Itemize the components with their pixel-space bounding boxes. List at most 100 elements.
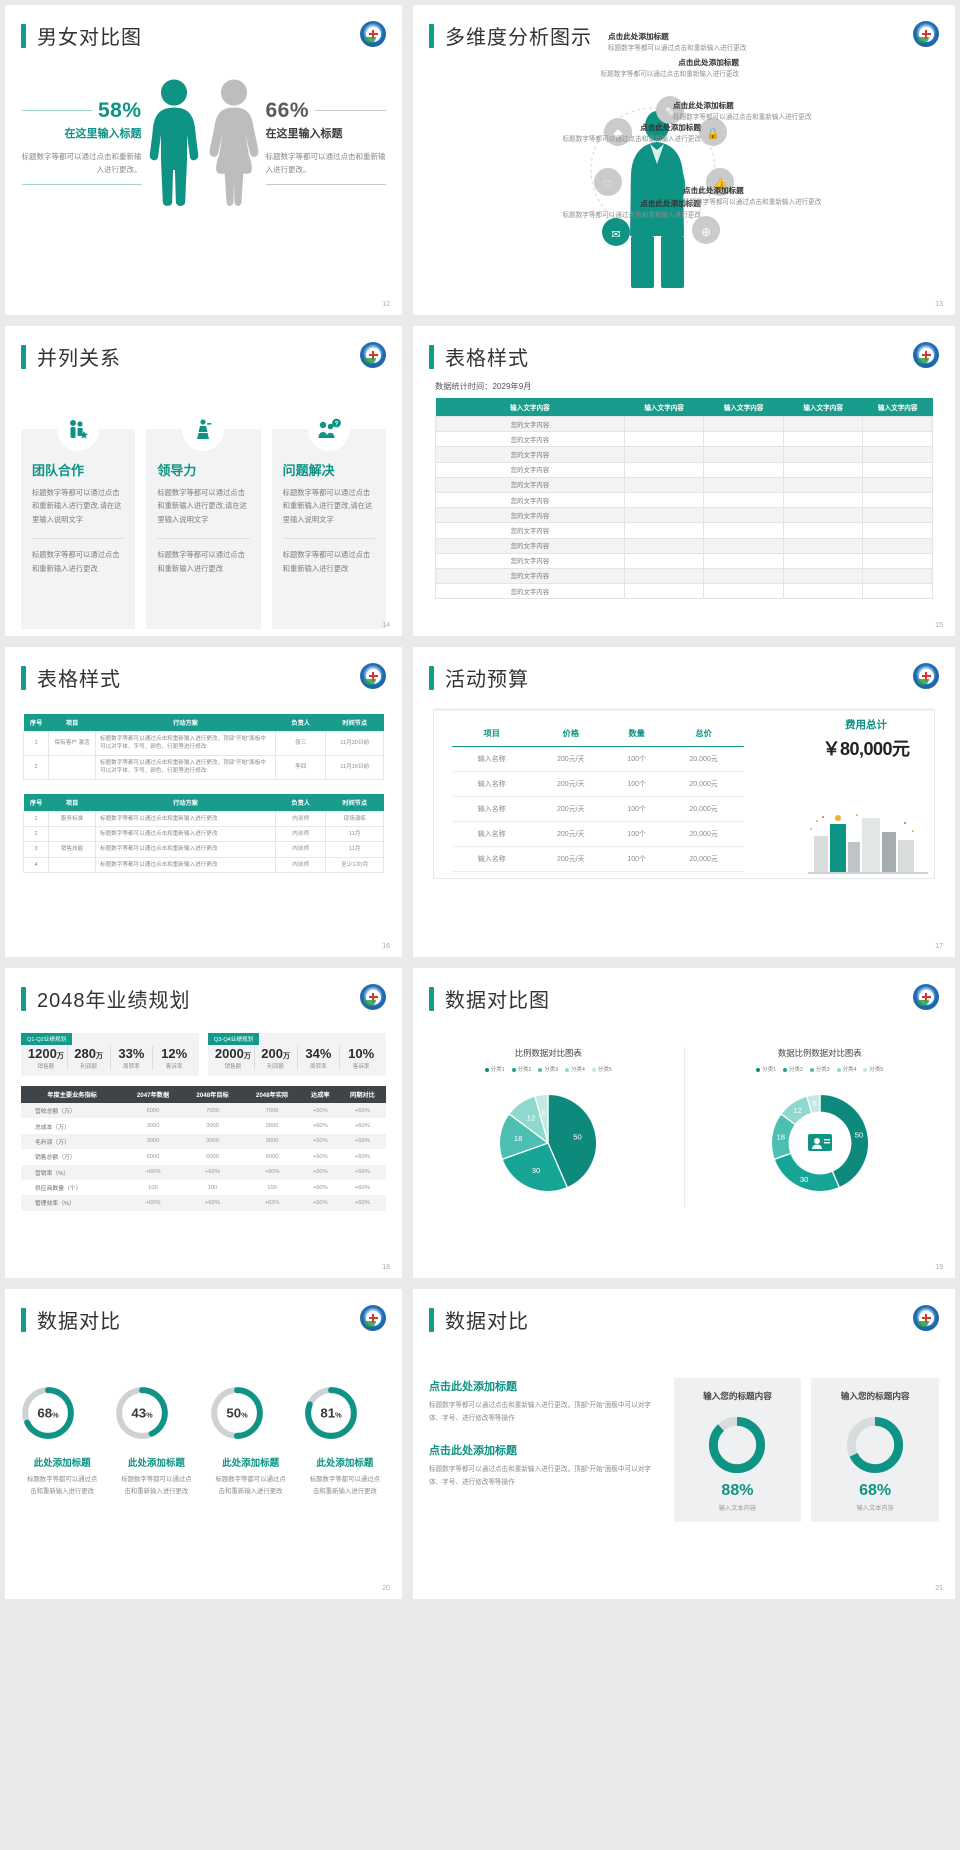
table-row[interactable]: 4 标题数字等都可以通过点击和重新输入进行更改 内训师 至少1次/月: [22, 856, 384, 874]
column-header: 负责人: [275, 793, 326, 812]
table-cell: +60%: [301, 1103, 339, 1119]
slice-label: 12: [793, 1106, 802, 1115]
card-heading: 输入您的标题内容: [840, 1391, 910, 1401]
card-problem-solving[interactable]: ? 问题解决 标题数字等都可以通过点击和重新输入进行更改,请在这里输入说明文字 …: [271, 409, 386, 629]
annual-metrics-table[interactable]: 年度主要业务指标 2047年数据 2048年目标 2048年实际 达成率 同期对比 营收总额…: [21, 1086, 386, 1211]
table-row[interactable]: 营销率（%） +60% +60% +60% +60% +60%: [21, 1164, 386, 1180]
kpi-item: 12% 客诉率: [153, 1046, 195, 1070]
column-header: 项目: [483, 729, 500, 738]
card-value: 88%: [721, 1482, 754, 1499]
table-row[interactable]: 您的文字内容: [435, 507, 933, 524]
slide-business-plan-2048: 2048年业绩规划 Q1-Q2业绩规划 1200万 销售额 280万 利润额 33% 周转率…: [5, 968, 402, 1278]
slide-header: 男女对比图: [5, 5, 402, 50]
table-cell: +60%: [338, 1164, 386, 1180]
table-cell: [782, 583, 864, 600]
table-cell: [623, 461, 705, 478]
kpi-label: 客诉率: [165, 1064, 183, 1070]
pie-chart[interactable]: 50 30 18 12 5: [413, 1079, 684, 1207]
table-row[interactable]: 您的文字内容: [435, 415, 933, 433]
table-row[interactable]: 您的文字内容: [435, 537, 933, 554]
card-divider: [32, 538, 125, 540]
table-row[interactable]: 输入名称 200元/天 100个 20,000元: [452, 821, 744, 847]
charts-row: 比例数据对比图表 分类1 分类2 分类3 分类4 分类5 50 30 18 12 5 数据比例数…: [413, 1047, 955, 1207]
progress-ring[interactable]: 50%: [206, 1382, 268, 1444]
card-teamwork[interactable]: 团队合作 标题数字等都可以通过点击和重新输入进行更改,请在这里输入说明文字 标题…: [21, 409, 136, 629]
kpi-label: 利润额: [267, 1064, 285, 1070]
table-row[interactable]: 您的文字内容: [435, 446, 933, 463]
table-row[interactable]: 输入名称 200元/天 100个 20,000元: [452, 846, 744, 872]
card-leadership[interactable]: 领导力 标题数字等都可以通过点击和重新输入进行更改,请在这里输入说明文字 标题数…: [146, 409, 261, 629]
donut-center-icon: [807, 1130, 833, 1156]
kpi-unit: 万: [95, 1053, 103, 1060]
slice[interactable]: [805, 1093, 821, 1115]
column-header: 输入文字内容: [783, 398, 863, 417]
table-cell: 200元/天: [531, 771, 611, 797]
table-row[interactable]: 您的文字内容: [435, 431, 933, 448]
action-plan-table-1[interactable]: 序号 项目 行动方案 负责人 时间节点 1 保有客户 激活 标题数字等都可以通过点击和重新输入…: [22, 714, 384, 780]
donut-chart[interactable]: 50 30 18 12 5: [685, 1079, 956, 1207]
title-accent-bar: [429, 23, 434, 48]
table-cell: [703, 522, 784, 539]
table-row[interactable]: 输入名称 200元/天 100个 20,000元: [452, 771, 744, 797]
table-row[interactable]: 1 服务标准 标题数字等都可以通过点击和重新输入进行更改 内训师 现场演练: [22, 810, 384, 827]
progress-ring[interactable]: 68%: [17, 1382, 79, 1444]
page-title: 数据对比图: [445, 990, 550, 1012]
stat-card-2[interactable]: 输入您的标题内容 68% 输入文本内容: [811, 1378, 939, 1522]
table-cell: +60%: [354, 1153, 370, 1160]
slide-multidimensional-analysis: 多维度分析图示 ◆ ✎ 🔒: [413, 5, 955, 315]
table-row[interactable]: 2 标题数字等都可以通过点击和重新输入进行更改，顶部“开始”面板中可以对字体、字号…: [22, 754, 384, 780]
budget-table[interactable]: 项目 价格 数量 总价 输入名称 200元/天 100个 20,000元 输入名称 200元/天 1…: [452, 723, 744, 872]
table-row[interactable]: 您的文字内容: [435, 476, 933, 493]
progress-ring[interactable]: 43%: [111, 1382, 173, 1444]
table-cell: +60%: [123, 1164, 183, 1180]
action-plan-table-2[interactable]: 序号 项目 行动方案 负责人 时间节点 1 服务标准 标题数字等都可以通过点击和重新输入进行更…: [22, 793, 384, 874]
table-cell: 20,000元: [663, 796, 744, 822]
table-row[interactable]: 供应商数量（个） 100 100 100 +60% +60%: [21, 1180, 386, 1195]
table-cell: [862, 583, 933, 600]
slice[interactable]: [498, 1112, 550, 1161]
table-cell: 标题数字等都可以通过点击和重新输入进行更改: [94, 856, 277, 874]
table-cell: [623, 507, 705, 524]
table-row[interactable]: 总成本（万） 3000 3000 3000 +60% +60%: [21, 1118, 386, 1133]
table-cell: 内训师: [274, 856, 327, 874]
school-logo-icon: [360, 1305, 386, 1331]
title-accent-bar: [429, 986, 434, 1011]
table-row[interactable]: 管理效率（%） +60% +60% +63% +60% +60%: [21, 1195, 386, 1211]
slice[interactable]: [773, 1152, 840, 1193]
kpi-unit: 万: [56, 1053, 64, 1060]
table-cell: [862, 446, 933, 463]
progress-ring[interactable]: 81%: [300, 1382, 362, 1444]
table-cell: [623, 431, 705, 448]
table-row[interactable]: 1 保有客户 激活 标题数字等都可以通过点击和重新输入进行更改，顶部“开始”面板中可…: [22, 731, 384, 756]
table-row[interactable]: 输入名称 200元/天 100个 20,000元: [452, 796, 744, 822]
ring-desc: 标题数字等都可以通过点击和重新输入进行更改: [26, 1476, 98, 1496]
svg-text:⊕: ⊕: [701, 225, 711, 239]
table-row[interactable]: 销售总额（万） 6000 6000 6000 +60% +60%: [21, 1149, 386, 1164]
table-row[interactable]: 您的文字内容: [435, 461, 933, 478]
slice[interactable]: [547, 1093, 598, 1189]
table-row[interactable]: 您的文字内容: [435, 522, 933, 539]
table-row[interactable]: 您的文字内容: [435, 552, 933, 569]
table-row[interactable]: 您的文字内容: [435, 583, 933, 600]
table-cell: 3000: [146, 1123, 160, 1130]
table-row[interactable]: 2 标题数字等都可以通过点击和重新输入进行更改 内训师 11月: [22, 825, 384, 843]
table-cell: 20,000元: [663, 771, 744, 797]
slice[interactable]: [501, 1142, 569, 1193]
table-row[interactable]: 营收总额（万） 6000 7000 7000 +60% +60%: [21, 1103, 386, 1119]
table-cell: [703, 507, 784, 524]
table-cell: [862, 522, 933, 539]
table-cell: 营收总额（万）: [21, 1103, 124, 1119]
slice[interactable]: [534, 1093, 549, 1144]
ring-heading: 此处添加标题: [127, 1458, 185, 1469]
table-row[interactable]: 您的文字内容: [435, 491, 933, 509]
table-row[interactable]: 毛利润（万） 3000 3000 3000 +60% +60%: [21, 1133, 386, 1150]
data-table[interactable]: 输入文字内容 输入文字内容 输入文字内容 输入文字内容 输入文字内容 您的文字内容 您的文字…: [435, 398, 933, 600]
table-row[interactable]: 3 销售技能 标题数字等都可以通过点击和重新输入进行更改 内训师 11月: [22, 841, 384, 858]
table-cell: 6000: [265, 1153, 279, 1160]
table-row[interactable]: 您的文字内容: [435, 567, 933, 585]
table-row[interactable]: 输入名称 200元/天 100个 20,000元: [452, 746, 744, 772]
stat-card-1[interactable]: 输入您的标题内容 88% 输入文本内容: [673, 1378, 802, 1522]
column-header: 项目: [48, 793, 96, 812]
kpi-item: 34% 周转率: [298, 1046, 341, 1070]
table-cell: 6000: [123, 1103, 183, 1119]
